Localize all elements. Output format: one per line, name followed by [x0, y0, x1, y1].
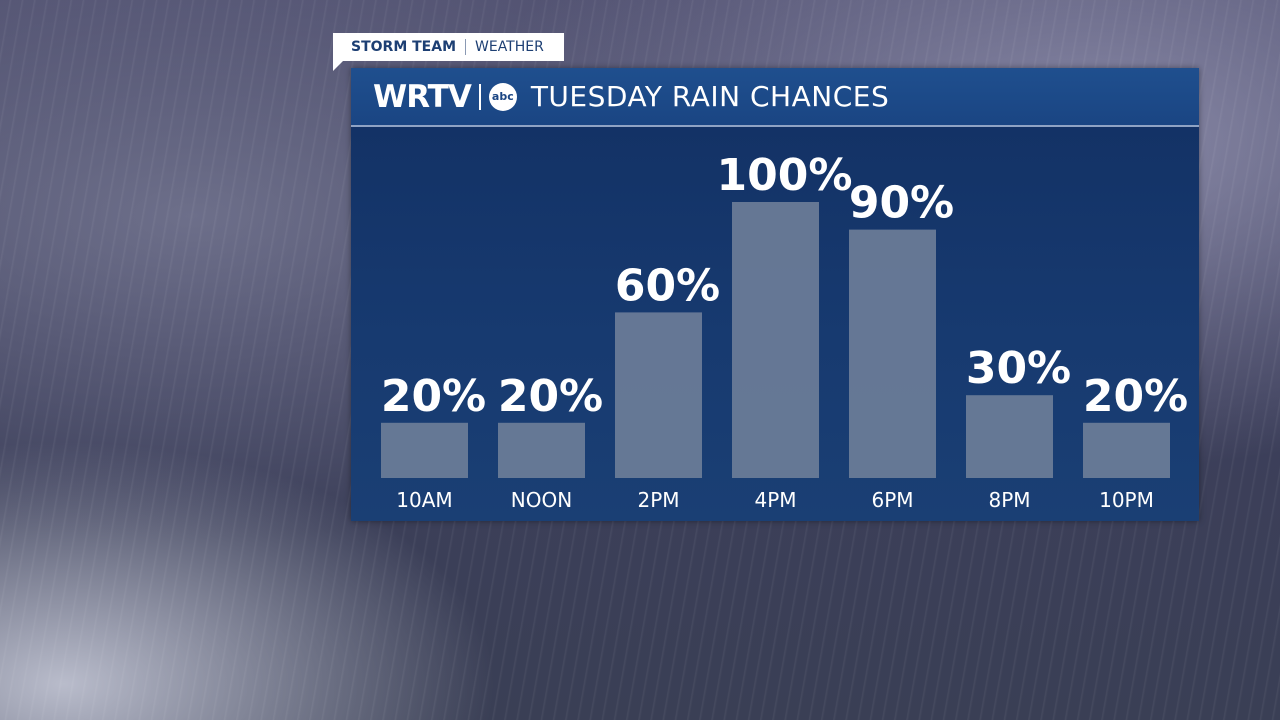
value-label: 20% — [1083, 371, 1188, 422]
bar — [615, 312, 702, 478]
bar — [732, 202, 819, 478]
x-tick-label: 6PM — [871, 488, 913, 512]
x-tick-label: 10PM — [1099, 488, 1154, 512]
bar — [498, 422, 585, 478]
value-label: 90% — [849, 178, 954, 229]
x-tick-label: 10AM — [396, 488, 452, 512]
value-label: 60% — [615, 260, 720, 311]
separator — [478, 83, 481, 110]
separator — [465, 39, 466, 55]
brand-tag: STORM TEAM WEATHER — [333, 33, 564, 71]
value-label: 30% — [966, 343, 1071, 394]
station-logo: WRTV — [373, 78, 472, 115]
x-tick-label: 8PM — [988, 488, 1030, 512]
chart-panel: WRTV abc TUESDAY RAIN CHANCES 20% 10AM 20%… — [351, 68, 1199, 521]
value-label: 100% — [717, 150, 853, 201]
chart: 20% 10AM 20% NOON 60% 2PM 100% 4PM 90% 6PM 30% 8PM 2… — [381, 150, 1188, 512]
bar — [381, 422, 468, 478]
chart-title: TUESDAY RAIN CHANCES — [530, 80, 890, 113]
x-tick-label: 2PM — [637, 488, 679, 512]
panel-header: WRTV abc TUESDAY RAIN CHANCES — [351, 68, 1199, 127]
network-logo: abc — [488, 82, 517, 111]
bar — [1083, 422, 1170, 478]
bar — [966, 395, 1053, 478]
x-tick-label: 4PM — [754, 488, 796, 512]
value-label: 20% — [381, 371, 486, 422]
tag-text: STORM TEAM — [351, 39, 456, 55]
section-text: WEATHER — [475, 39, 544, 55]
value-label: 20% — [498, 371, 603, 422]
bar — [849, 229, 936, 478]
x-tick-label: NOON — [511, 488, 572, 512]
